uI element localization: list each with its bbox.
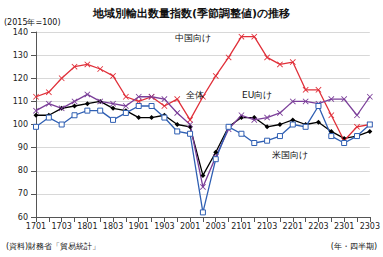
svg-text:2201: 2201 (283, 222, 303, 231)
svg-text:2303: 2303 (360, 222, 380, 231)
svg-text:2101: 2101 (231, 222, 251, 231)
svg-text:1803: 1803 (103, 222, 123, 231)
svg-text:110: 110 (13, 97, 28, 106)
svg-text:100: 100 (13, 120, 28, 129)
svg-text:(資料)財務省「貿易統計」: (資料)財務省「貿易統計」 (6, 242, 100, 251)
svg-text:140: 140 (13, 28, 28, 37)
svg-text:2103: 2103 (257, 222, 277, 231)
svg-text:中国向け: 中国向け (175, 33, 211, 43)
svg-text:2203: 2203 (308, 222, 328, 231)
svg-text:全体: 全体 (186, 90, 204, 100)
svg-text:80: 80 (18, 166, 28, 175)
svg-text:(年・四半期): (年・四半期) (331, 242, 377, 251)
svg-text:2003: 2003 (206, 222, 226, 231)
svg-text:2301: 2301 (334, 222, 354, 231)
svg-text:60: 60 (18, 213, 28, 222)
svg-text:1801: 1801 (77, 222, 97, 231)
svg-text:120: 120 (13, 74, 28, 83)
svg-text:2001: 2001 (180, 222, 200, 231)
svg-text:地域別輸出数量指数(季節調整値)の推移: 地域別輸出数量指数(季節調整値)の推移 (92, 7, 290, 20)
svg-text:70: 70 (18, 189, 28, 198)
svg-text:米国向け: 米国向け (272, 150, 308, 160)
svg-text:1701: 1701 (26, 222, 46, 231)
svg-text:90: 90 (18, 143, 28, 152)
svg-text:(2015年=100): (2015年=100) (4, 18, 61, 27)
svg-text:1703: 1703 (51, 222, 71, 231)
svg-text:1901: 1901 (129, 222, 149, 231)
svg-text:EU向け: EU向け (242, 90, 272, 100)
svg-text:1903: 1903 (154, 222, 174, 231)
svg-text:130: 130 (13, 51, 28, 60)
